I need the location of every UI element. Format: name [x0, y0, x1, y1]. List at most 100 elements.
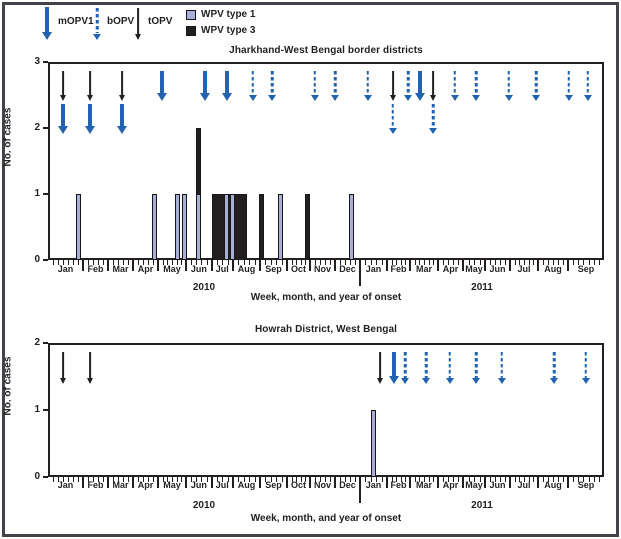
arrow-shaft	[567, 71, 570, 95]
week-tick	[514, 477, 516, 482]
y-axis-tick	[43, 409, 48, 411]
case-bar-wpv-type-1	[195, 194, 201, 260]
month-label: Jul	[215, 264, 229, 274]
week-tick	[593, 260, 595, 265]
month-label: Jun	[190, 264, 207, 274]
month-boundary-tick	[106, 260, 109, 271]
week-tick	[176, 260, 178, 265]
month-label: Mar	[112, 480, 129, 490]
month-boundary-tick	[132, 477, 134, 488]
week-tick	[167, 477, 169, 482]
arrow-shaft	[62, 352, 64, 378]
week-tick	[474, 260, 475, 265]
week-tick	[396, 477, 398, 482]
month-label: Aug	[544, 480, 562, 490]
month-label: May	[465, 264, 483, 274]
week-tick	[62, 477, 64, 482]
week-tick	[414, 477, 416, 482]
week-tick	[345, 477, 346, 482]
month-label: Oct	[290, 264, 306, 274]
month-boundary-tick	[308, 477, 311, 488]
month-boundary-tick	[81, 477, 84, 488]
month-boundary-tick	[286, 260, 289, 271]
week-tick	[495, 260, 496, 265]
week-tick	[147, 260, 149, 265]
month-boundary-tick	[210, 477, 213, 488]
month-label: Mar	[415, 264, 432, 274]
week-tick	[499, 477, 501, 482]
week-tick	[442, 477, 444, 482]
week-tick	[452, 260, 454, 265]
arrow-head	[388, 128, 397, 134]
campaign-arrow-bopv-icon	[246, 71, 260, 101]
week-tick	[479, 260, 481, 265]
month-boundary-tick	[259, 260, 261, 271]
month-label: Aug	[237, 480, 256, 490]
week-tick	[77, 260, 79, 265]
bottom-chart-plot-area	[48, 343, 604, 477]
year-label: 2010	[192, 500, 216, 511]
week-tick	[142, 260, 144, 265]
campaign-arrow-mopv1-icon	[155, 71, 169, 101]
week-tick	[249, 477, 251, 482]
week-tick	[191, 477, 193, 482]
week-tick	[376, 477, 378, 482]
month-boundary-tick	[156, 260, 159, 271]
month-boundary-tick	[132, 260, 134, 271]
week-tick	[553, 477, 554, 482]
week-tick	[578, 477, 580, 482]
arrow-shaft	[225, 71, 230, 93]
week-tick	[391, 477, 393, 482]
week-tick	[457, 260, 459, 265]
week-tick	[428, 477, 430, 482]
campaign-arrow-bopv-icon	[469, 352, 483, 384]
y-axis-tick-label: 3	[34, 56, 40, 67]
week-tick	[499, 260, 501, 265]
month-label: Jul	[517, 264, 531, 274]
week-tick	[123, 260, 124, 265]
arrow-shaft	[391, 104, 395, 128]
week-tick	[112, 260, 114, 265]
week-tick	[300, 477, 302, 482]
month-label: Feb	[390, 480, 407, 490]
week-tick	[291, 477, 293, 482]
week-tick	[265, 477, 267, 482]
week-tick	[87, 477, 89, 482]
month-boundary-tick	[184, 477, 187, 488]
year-label: 2011	[471, 500, 493, 511]
week-tick	[67, 260, 69, 265]
week-tick	[201, 260, 203, 265]
week-tick	[474, 477, 475, 482]
week-tick	[583, 260, 585, 265]
arrow-head	[200, 93, 210, 101]
week-tick	[291, 260, 293, 265]
arrow-shaft	[87, 104, 92, 126]
week-tick	[196, 260, 198, 265]
week-tick	[227, 477, 229, 482]
wpv1-swatch-icon	[186, 10, 196, 20]
campaign-arrow-bopv-icon	[495, 352, 509, 384]
campaign-arrow-bopv-icon	[398, 352, 412, 384]
month-label: Jan	[57, 264, 74, 274]
month-label: Jul	[517, 480, 531, 490]
campaign-arrow-topv-icon	[56, 71, 70, 101]
month-boundary-tick	[184, 260, 187, 271]
week-tick	[118, 477, 119, 482]
week-tick	[381, 477, 383, 482]
y-axis-tick	[43, 259, 48, 261]
week-tick	[305, 260, 307, 265]
arrow-head	[404, 95, 412, 101]
legend: mOPV1 bOPV tOPV WPV type 1 WPV type 3	[0, 0, 621, 46]
campaign-arrow-bopv-icon	[529, 71, 543, 101]
arrow-shaft	[251, 71, 255, 95]
campaign-arrow-mopv1-icon	[83, 104, 97, 134]
bopv-arrow-icon	[90, 8, 104, 40]
arrow-head	[156, 93, 167, 101]
arrow-shaft	[500, 352, 504, 378]
month-label: Oct	[290, 480, 306, 490]
week-tick	[128, 477, 129, 482]
month-label: Jan	[365, 480, 382, 490]
arrow-head	[119, 95, 125, 101]
week-tick	[142, 477, 144, 482]
